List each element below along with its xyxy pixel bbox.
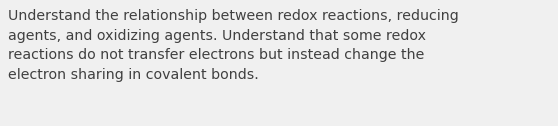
Text: Understand the relationship between redox reactions, reducing
agents, and oxidiz: Understand the relationship between redo…: [8, 9, 459, 82]
